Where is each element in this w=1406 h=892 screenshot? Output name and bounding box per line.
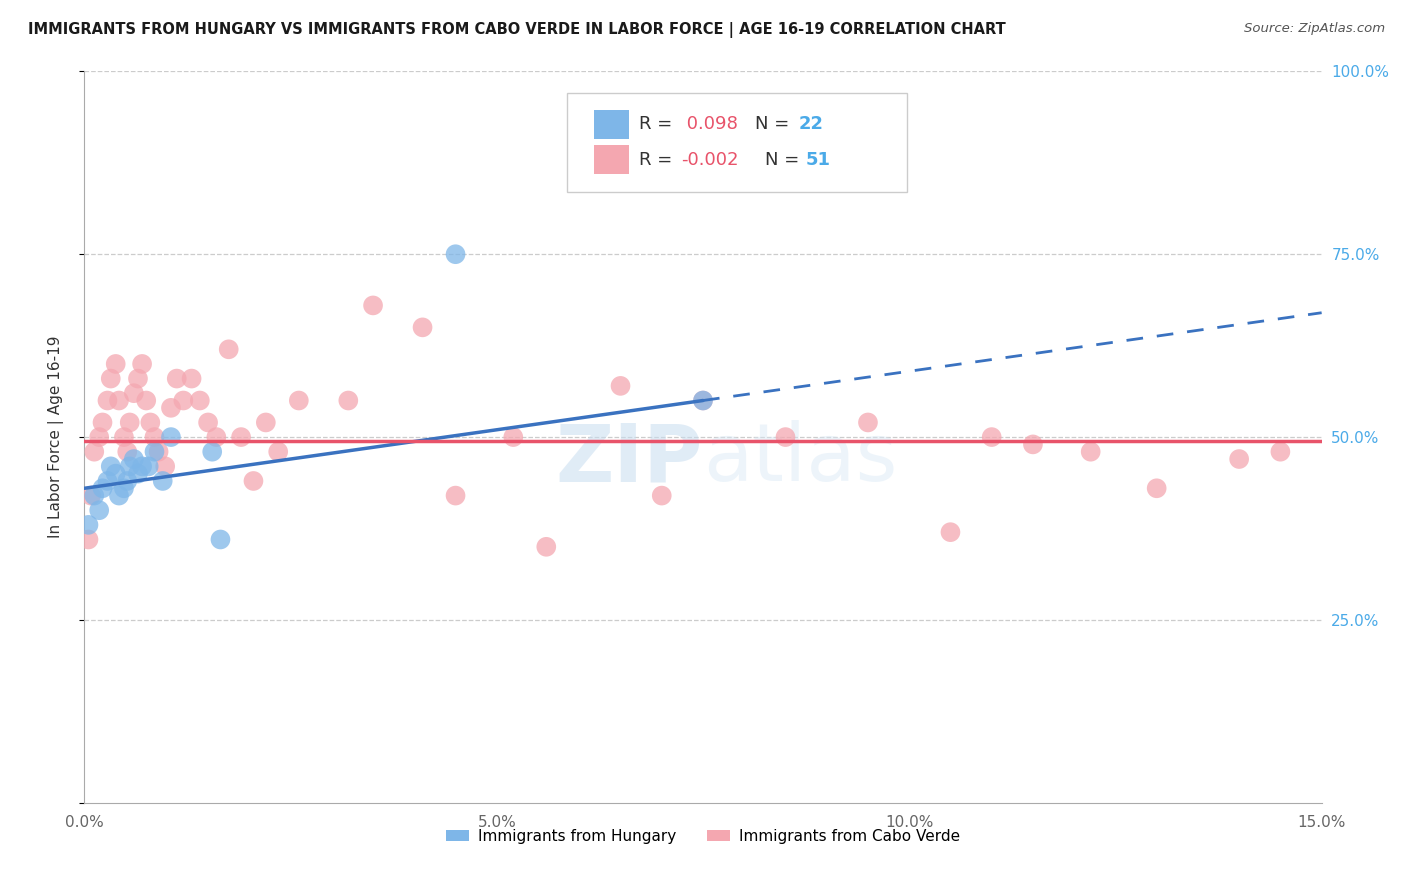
Point xyxy=(209,533,232,547)
Text: Source: ZipAtlas.com: Source: ZipAtlas.com xyxy=(1244,22,1385,36)
Text: IMMIGRANTS FROM HUNGARY VS IMMIGRANTS FROM CABO VERDE IN LABOR FORCE | AGE 16-19: IMMIGRANTS FROM HUNGARY VS IMMIGRANTS FR… xyxy=(28,22,1005,38)
Y-axis label: In Labor Force | Age 16-19: In Labor Force | Age 16-19 xyxy=(48,335,63,539)
Point xyxy=(138,459,160,474)
Point xyxy=(152,474,174,488)
Text: atlas: atlas xyxy=(703,420,897,498)
Point xyxy=(100,371,122,385)
Point xyxy=(122,386,145,401)
Point xyxy=(131,459,153,474)
Point xyxy=(205,430,228,444)
Point xyxy=(83,489,105,503)
Text: N =: N = xyxy=(755,115,794,133)
Point xyxy=(160,430,183,444)
Point xyxy=(104,467,127,481)
Point xyxy=(89,430,111,444)
Point xyxy=(337,393,360,408)
Point xyxy=(160,401,183,415)
Point xyxy=(127,371,149,385)
Point xyxy=(91,481,114,495)
Point xyxy=(166,371,188,385)
Point xyxy=(143,430,166,444)
Text: 51: 51 xyxy=(806,151,831,169)
Point xyxy=(180,371,202,385)
Point xyxy=(197,416,219,430)
FancyBboxPatch shape xyxy=(567,94,907,192)
Point xyxy=(609,379,631,393)
Point xyxy=(444,489,467,503)
Point xyxy=(188,393,211,408)
Point xyxy=(172,393,194,408)
Point xyxy=(139,416,162,430)
FancyBboxPatch shape xyxy=(595,110,628,139)
Point xyxy=(143,444,166,458)
Point xyxy=(118,459,141,474)
Point xyxy=(122,452,145,467)
Point xyxy=(131,357,153,371)
Point xyxy=(218,343,240,357)
Text: -0.002: -0.002 xyxy=(681,151,738,169)
Point xyxy=(117,474,139,488)
Point xyxy=(242,474,264,488)
Point xyxy=(148,444,170,458)
Point xyxy=(96,474,118,488)
Point xyxy=(651,489,673,503)
Point xyxy=(77,517,100,532)
Text: R =: R = xyxy=(638,115,678,133)
Point xyxy=(91,416,114,430)
Point xyxy=(108,393,131,408)
Point xyxy=(980,430,1002,444)
Point xyxy=(254,416,277,430)
Text: 0.098: 0.098 xyxy=(681,115,738,133)
Text: R =: R = xyxy=(638,151,678,169)
Point xyxy=(201,444,224,458)
Point xyxy=(856,416,879,430)
Point xyxy=(1270,444,1292,458)
Point xyxy=(135,393,157,408)
Point xyxy=(939,525,962,540)
Point xyxy=(536,540,558,554)
Point xyxy=(104,357,127,371)
Point xyxy=(1227,452,1250,467)
Point xyxy=(100,459,122,474)
Text: ZIP: ZIP xyxy=(555,420,703,498)
Point xyxy=(692,393,714,408)
Point xyxy=(89,503,111,517)
Point xyxy=(108,489,131,503)
Point xyxy=(361,298,384,312)
Point xyxy=(412,320,434,334)
Point xyxy=(288,393,311,408)
FancyBboxPatch shape xyxy=(595,145,628,175)
Point xyxy=(96,393,118,408)
Point xyxy=(112,481,135,495)
Point xyxy=(692,393,714,408)
Point xyxy=(153,459,176,474)
Point xyxy=(775,430,797,444)
Point xyxy=(83,444,105,458)
Point xyxy=(502,430,524,444)
Point xyxy=(1080,444,1102,458)
Point xyxy=(127,467,149,481)
Point xyxy=(117,444,139,458)
Point xyxy=(267,444,290,458)
Point xyxy=(77,533,100,547)
Point xyxy=(1022,437,1045,451)
Point xyxy=(229,430,252,444)
Point xyxy=(112,430,135,444)
Point xyxy=(1146,481,1168,495)
Point xyxy=(444,247,467,261)
Text: 22: 22 xyxy=(799,115,824,133)
Point xyxy=(80,489,103,503)
Legend: Immigrants from Hungary, Immigrants from Cabo Verde: Immigrants from Hungary, Immigrants from… xyxy=(440,822,966,850)
Point xyxy=(118,416,141,430)
Text: N =: N = xyxy=(765,151,804,169)
